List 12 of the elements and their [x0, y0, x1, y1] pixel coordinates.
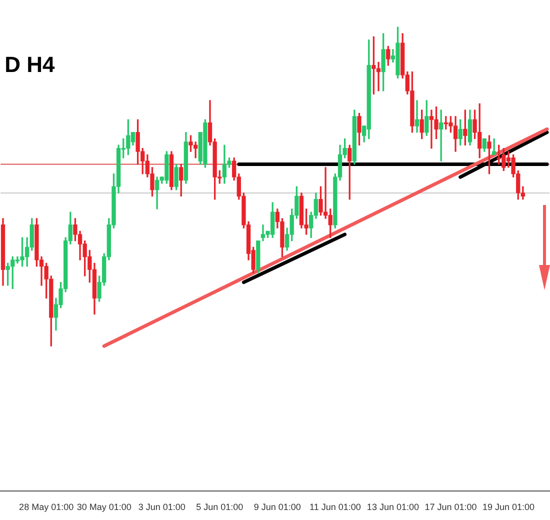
- x-tick-label: 11 Jun 01:00: [309, 502, 361, 512]
- x-tick-label: 9 Jun 01:00: [254, 502, 301, 512]
- x-tick-label: 5 Jun 01:00: [196, 502, 244, 512]
- x-tick-label: 3 Jun 01:00: [138, 502, 186, 512]
- candlestick: [414, 100, 420, 133]
- text: D H4: [4, 52, 56, 78]
- x-tick-label: 28 May 01:00: [19, 502, 74, 512]
- candlestick: [492, 138, 496, 156]
- x-tick-label: 17 Jun 01:00: [424, 502, 477, 512]
- x-tick-label: 13 Jun 01:00: [366, 502, 419, 512]
- x-tick-label: 19 Jun 01:00: [482, 502, 535, 512]
- x-tick-label: 30 May 01:00: [76, 502, 132, 512]
